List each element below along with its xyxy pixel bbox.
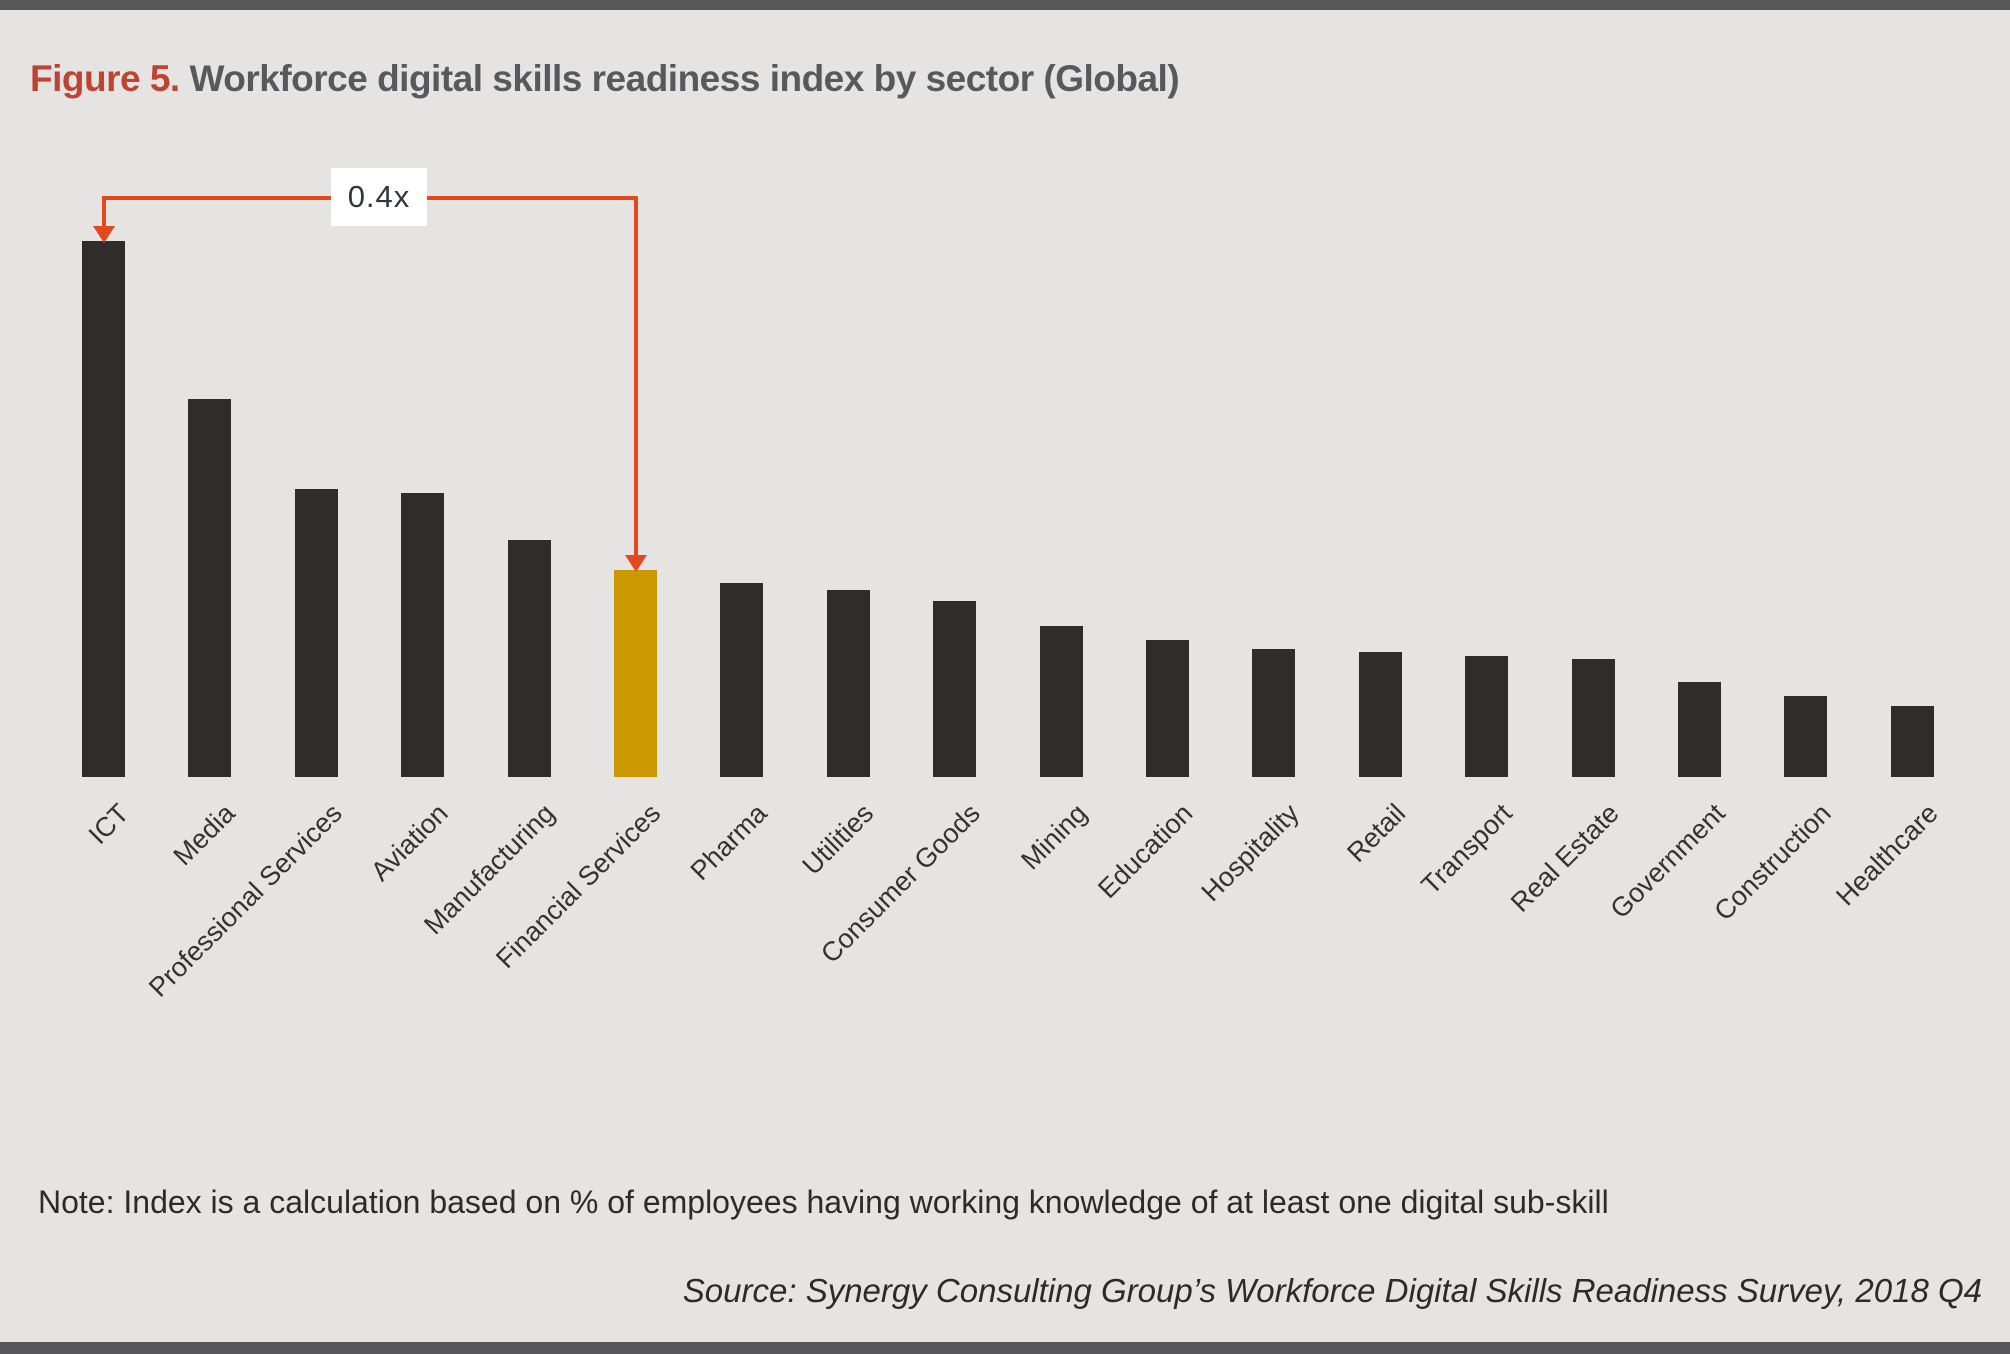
x-axis-label: Pharma [685,798,774,887]
bar [1358,652,1402,777]
x-axis-label: Media [167,798,242,872]
figure-number: Figure 5. [30,58,180,99]
bar [933,601,977,777]
bar [1252,648,1296,777]
annotation-line-left [101,195,106,226]
x-axis-label: Education [1092,798,1199,905]
bar [720,582,764,777]
bar [1146,639,1189,777]
note-text: Note: Index is a calculation based on % … [38,1184,1609,1220]
x-axis-label: Utilities [796,798,880,881]
bar [188,399,232,777]
x-axis-label: Mining [1014,798,1093,876]
ratio-annotation-box: 0.4x [331,168,427,226]
bar [401,492,445,777]
figure-title: Figure 5. Workforce digital skills readi… [30,58,1180,100]
bar-highlighted [614,570,657,777]
x-axis-label: Healthcare [1829,798,1944,912]
x-axis-label: Retail [1341,798,1412,869]
bar [1678,682,1721,777]
bar [826,589,870,777]
top-strip [0,0,2010,10]
ratio-annotation-label: 0.4x [347,179,411,214]
bar [1039,625,1083,777]
x-axis-label: Professional Services [142,798,348,1003]
bar [507,540,551,777]
x-axis-label: Hospitality [1195,798,1306,908]
x-axis-label: Aviation [365,798,454,887]
bar [82,241,125,777]
annotation-line-right [633,195,638,556]
bar [1890,706,1934,777]
arrow-down-icon [92,226,115,243]
source-text: Source: Synergy Consulting Group’s Workf… [682,1272,1982,1309]
figure-title-text: Workforce digital skills readiness index… [179,58,1180,99]
bottom-strip [0,1342,2010,1354]
arrow-down-icon [624,555,647,573]
bar [1784,696,1828,777]
x-axis-label: ICT [82,798,135,850]
bar [1465,655,1509,777]
bar [1571,659,1615,777]
x-axis-label: Transport [1415,798,1518,901]
bar [294,489,338,777]
